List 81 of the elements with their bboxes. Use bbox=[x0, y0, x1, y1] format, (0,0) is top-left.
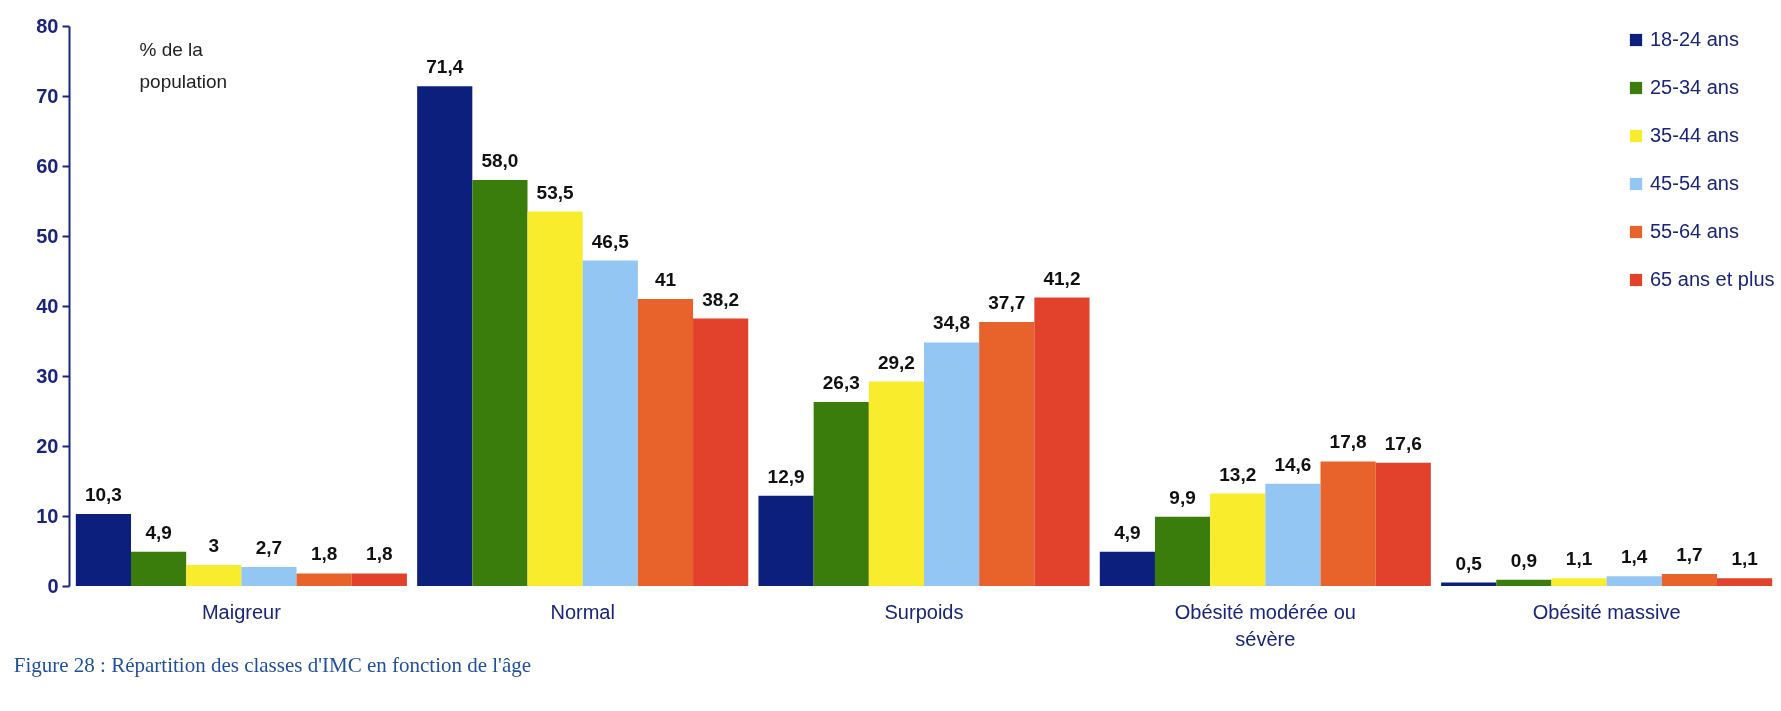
data-label: 14,6 bbox=[1274, 453, 1312, 475]
x-tick-label: Normal bbox=[550, 600, 615, 623]
data-label: 26,3 bbox=[822, 371, 860, 393]
bar bbox=[1496, 579, 1552, 586]
bar bbox=[527, 211, 583, 586]
bar bbox=[1551, 578, 1607, 586]
data-label: 12,9 bbox=[767, 465, 805, 487]
data-label: 1,7 bbox=[1676, 544, 1703, 566]
y-tick-label: 10 bbox=[36, 504, 59, 527]
bar bbox=[637, 299, 694, 586]
bar bbox=[186, 565, 242, 586]
y-tick-label: 60 bbox=[36, 154, 59, 177]
y-tick-label: 40 bbox=[36, 294, 59, 317]
data-label: 13,2 bbox=[1219, 463, 1257, 485]
data-label: 1,1 bbox=[1731, 548, 1759, 570]
bar bbox=[868, 381, 924, 586]
legend-label: 45-54 ans bbox=[1650, 172, 1739, 194]
bar bbox=[1716, 578, 1773, 586]
y-tick-label: 20 bbox=[36, 434, 59, 457]
data-label: 37,7 bbox=[988, 292, 1026, 314]
bar bbox=[417, 86, 473, 586]
bar bbox=[1099, 551, 1155, 586]
bar bbox=[296, 573, 352, 586]
bar bbox=[758, 495, 814, 586]
data-label: 1,8 bbox=[310, 543, 338, 565]
data-label: 1,4 bbox=[1621, 546, 1648, 568]
data-label: 17,6 bbox=[1384, 432, 1422, 454]
bar bbox=[979, 322, 1035, 586]
bar bbox=[472, 180, 528, 586]
x-tick-label: Surpoids bbox=[884, 600, 964, 623]
data-label: 4,9 bbox=[145, 521, 172, 543]
y-tick-label: 50 bbox=[36, 224, 59, 247]
bar bbox=[1375, 462, 1431, 586]
data-label: 41 bbox=[654, 269, 677, 290]
y-axis-title: % de la population bbox=[139, 38, 228, 92]
data-label: 34,8 bbox=[933, 312, 971, 334]
data-label: 2,7 bbox=[255, 537, 283, 559]
data-label: 1,1 bbox=[1565, 548, 1593, 570]
x-tick-label: Obésité modérée ou sévère bbox=[1174, 600, 1356, 650]
legend-label: 35-44 ans bbox=[1650, 124, 1739, 146]
bar bbox=[1034, 297, 1090, 586]
y-tick-label: 30 bbox=[36, 364, 59, 387]
bar bbox=[1661, 574, 1717, 586]
legend-label: 18-24 ans bbox=[1650, 28, 1739, 50]
data-label: 1,8 bbox=[366, 543, 393, 565]
data-label: 41,2 bbox=[1043, 267, 1081, 289]
bar bbox=[241, 567, 297, 586]
data-label: 10,3 bbox=[84, 483, 122, 505]
bar bbox=[351, 573, 407, 586]
data-label: 53,5 bbox=[536, 181, 575, 203]
data-label: 58,0 bbox=[481, 150, 519, 171]
x-tick-label: Maigreur bbox=[201, 600, 282, 623]
bar bbox=[1154, 516, 1211, 586]
bar bbox=[75, 513, 132, 586]
bar bbox=[131, 551, 187, 586]
data-label: 71,4 bbox=[426, 56, 464, 78]
data-label: 38,2 bbox=[702, 288, 740, 310]
y-tick-label: 0 bbox=[47, 574, 59, 597]
data-label: 4,9 bbox=[1114, 521, 1141, 543]
data-label: 0,5 bbox=[1455, 552, 1483, 574]
bar bbox=[582, 260, 638, 586]
data-label: 17,8 bbox=[1329, 431, 1367, 453]
y-tick-label: 80 bbox=[36, 14, 59, 37]
data-label: 9,9 bbox=[1169, 486, 1196, 508]
bar bbox=[1320, 461, 1376, 586]
caption: Figure 28 : Répartition des classes d'IMC en fonction de l'âge bbox=[13, 653, 532, 677]
bar bbox=[1265, 483, 1321, 586]
data-label: 29,2 bbox=[877, 351, 915, 373]
bar bbox=[1606, 576, 1662, 586]
bar bbox=[813, 401, 869, 586]
data-label: 0,9 bbox=[1510, 549, 1538, 571]
data-label: 46,5 bbox=[591, 230, 630, 252]
data-label: 3 bbox=[208, 535, 220, 556]
bar bbox=[693, 318, 749, 586]
bar bbox=[924, 342, 980, 586]
bar bbox=[1210, 493, 1266, 586]
y-tick-label: 70 bbox=[36, 84, 59, 107]
legend-label: 55-64 ans bbox=[1650, 220, 1739, 242]
legend-label: 25-34 ans bbox=[1650, 76, 1739, 98]
legend-label: 65 ans et plus bbox=[1650, 268, 1775, 290]
x-tick-label: Obésité massive bbox=[1532, 600, 1681, 623]
